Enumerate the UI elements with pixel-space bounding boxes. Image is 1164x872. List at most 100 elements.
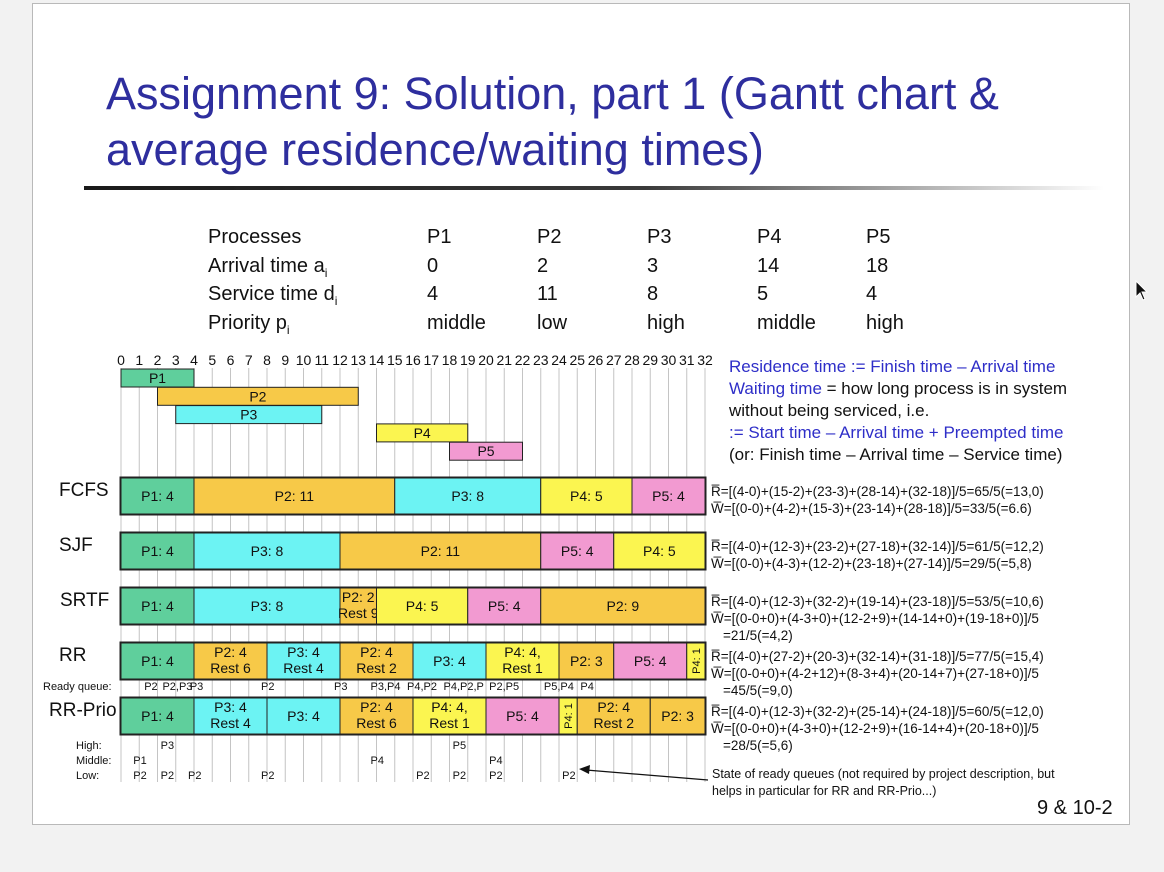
segment-label: Rest 2 [594,715,635,731]
segment-label: P1: 4 [141,653,174,669]
segment-label: P4: 4, [504,644,541,660]
segment-label: P1: 4 [141,543,174,559]
fcfs-residence-formula: R̅=[(4-0)+(15-2)+(23-3)+(28-14)+(32-18)]… [711,484,1044,499]
ready-queue-entry: P4,P2 [407,681,437,693]
table-cell: P3 [647,226,672,248]
schedule-row-frame [119,586,707,626]
table-cell: 4 [866,283,878,306]
tick-label: 1 [135,352,143,368]
schedule-row-frame [119,696,707,736]
segment-label: P3: 4 [214,699,247,715]
segment-label: P1: 4 [141,708,174,724]
schedule-row-frame [119,476,707,516]
segment-label: P4: 5 [570,488,603,504]
tick-label: 10 [296,352,312,368]
ready-queue-entry: P2,P3 [162,681,192,693]
title-line-1: Assignment 9: Solution, part 1 (Gantt ch… [106,68,999,119]
priority-level-label: High: [76,740,102,752]
tick-label: 5 [208,352,216,368]
segment-label: Rest 1 [502,660,543,676]
arrival-bar-label: P4 [414,425,431,441]
title-line-2: average residence/waiting times) [106,124,764,175]
note-waiting-def: = how long process is in system [821,379,1068,398]
priority-queue-entry: P2 [188,770,201,782]
tick-label: 15 [387,352,403,368]
srtf-waiting-result: =21/5(=4,2) [723,628,793,643]
table-row-label: Arrival time ai [208,254,328,280]
schedule-row-frame [119,641,707,681]
pointer-arrow-head [579,765,590,774]
schedule-segment [649,697,706,735]
note-ie: without being serviced, i.e. [729,401,930,420]
tick-label: 12 [332,352,348,368]
table-cell: 18 [866,254,889,277]
tick-label: 31 [679,352,695,368]
segment-label: P5: 4 [634,653,667,669]
note-residence: Residence time := Finish time – Arrival … [729,357,1056,376]
tick-label: 26 [588,352,604,368]
segment-label: P5: 4 [652,488,685,504]
tick-label: 28 [624,352,640,368]
tick-label: 3 [172,352,180,368]
note-alt-formula: (or: Finish time – Arrival time – Servic… [729,445,1063,464]
table-cell: 8 [647,283,659,306]
algorithm-label: RR-Prio [49,700,117,721]
priority-queue-entry: P5 [453,740,466,752]
segment-label: P3: 4 [287,644,320,660]
tick-label: 17 [423,352,439,368]
schedule-segment [540,477,633,515]
arrival-bar-label: P2 [249,388,266,404]
segment-label: P2: 11 [275,488,315,504]
tick-label: 21 [496,352,512,368]
table-row-label: Priority pi [208,312,290,338]
table-cell: middle [427,312,486,335]
schedule-segment [266,697,341,735]
ready-queue-entry: P3 [190,681,203,693]
segment-label: P2: 11 [421,543,461,559]
sjf-waiting-formula: W̅=[(0-0)+(4-3)+(12-2)+(23-18)+(27-14)]/… [711,556,1032,571]
table-cell: 0 [427,254,439,277]
priority-queue-entry: P2 [453,770,466,782]
segment-label: Rest 2 [356,660,397,676]
ready-queue-entry: P5,P4 [544,681,574,693]
segment-label: P2: 4 [360,644,393,660]
tick-label: 4 [190,352,198,368]
priority-queue-entry: P2 [161,770,174,782]
table-cell: 3 [647,254,659,277]
segment-label: P3: 4 [287,708,320,724]
schedule-segment [613,642,688,680]
table-cell: 4 [427,283,439,306]
segment-label: P3: 8 [251,543,284,559]
table-cell: P5 [866,226,891,248]
table-cell: middle [757,312,816,335]
segment-label: P3: 8 [251,598,284,614]
note-waiting-term: Waiting time [729,379,822,398]
pointer-arrow-line [585,769,709,781]
priority-queue-entry: P2 [416,770,429,782]
schedule-segment [120,587,195,625]
schedule-segment [193,642,268,680]
table-cell: low [537,312,568,335]
segment-label: P2: 3 [661,708,694,724]
segment-label: P4: 5 [406,598,439,614]
slide-title: Assignment 9: Solution, part 1 (Gantt ch… [106,66,1106,178]
segment-label: P4: 4, [431,699,468,715]
priority-queue-entry: P2 [133,770,146,782]
arrival-bar-label: P5 [477,443,494,459]
note-waiting: Waiting time = how long process is in sy… [729,378,1067,400]
table-cell: 2 [537,254,549,277]
mouse-pointer-icon [1135,280,1149,301]
table-cell: 5 [757,283,769,306]
rr-waiting-formula: W̅=[(0-0+0)+(4-2+12)+(8-3+4)+(20-14+7)+(… [711,666,1039,681]
segment-label: P1: 4 [141,488,174,504]
schedule-segment [613,532,706,570]
tick-label: 14 [369,352,385,368]
ready-queue-label: Ready queue: [43,681,112,693]
segment-label: Rest 4 [283,660,324,676]
rr-residence-formula: R̅=[(4-0)+(27-2)+(20-3)+(32-14)+(31-18)]… [711,649,1044,664]
tick-label: 2 [154,352,162,368]
segment-label: P4: 1 [563,703,575,729]
srtf-waiting-formula: W̅=[(0-0+0)+(4-3+0)+(12-2+9)+(14-14+0)+(… [711,611,1039,626]
segment-label: P3: 4 [433,653,466,669]
